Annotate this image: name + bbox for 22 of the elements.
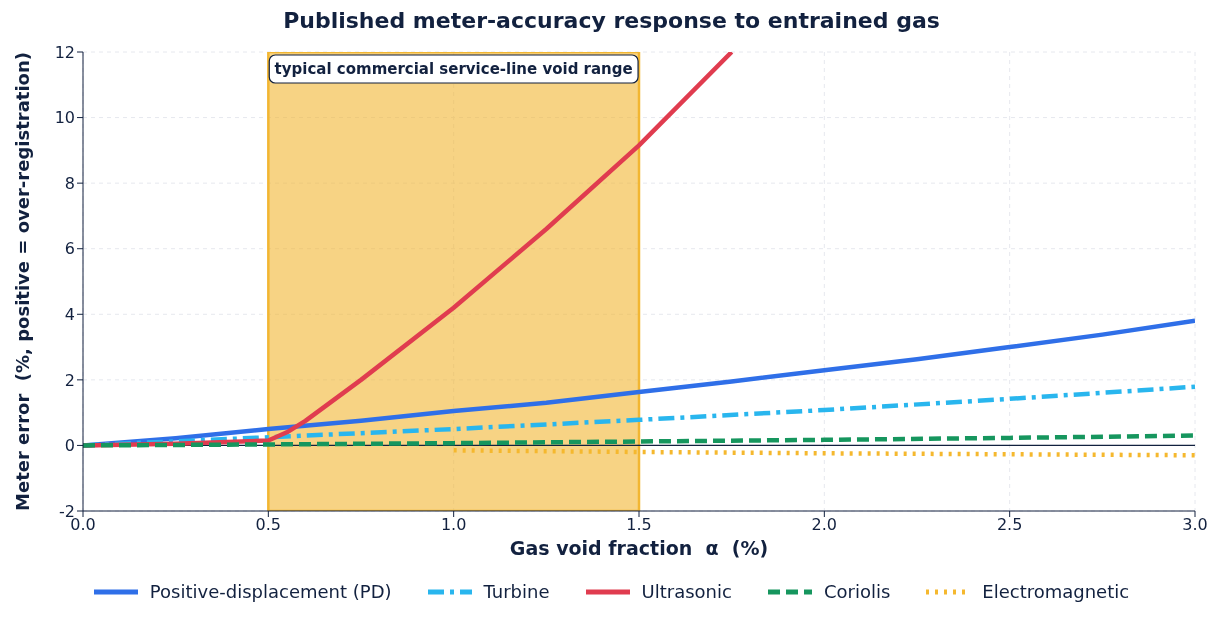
y-tick-label: 8 <box>64 173 75 193</box>
legend-label: Turbine <box>483 581 550 602</box>
x-tick-label: 3.0 <box>1182 515 1208 535</box>
x-tick-label: 0.5 <box>255 515 282 535</box>
x-tick-label: 2.0 <box>811 515 838 535</box>
y-tick-label: 10 <box>54 108 75 128</box>
legend-label: Coriolis <box>823 581 891 602</box>
legend-label: Ultrasonic <box>641 581 732 602</box>
y-tick-label: 6 <box>64 239 75 259</box>
legend-label: Electromagnetic <box>982 581 1130 602</box>
y-axis-title: Meter error (%, positive = over-registration) <box>11 52 33 511</box>
x-axis-title: Gas void fraction α (%) <box>509 537 769 559</box>
y-tick-label: 0 <box>64 436 75 456</box>
chart-title: Published meter-accuracy response to entrained gas <box>282 8 941 35</box>
x-tick-label: 1.5 <box>626 515 652 535</box>
y-tick-label: 2 <box>64 370 75 390</box>
y-tick-label: 12 <box>54 42 75 62</box>
x-tick-label: 2.5 <box>996 515 1023 535</box>
y-tick-label: 4 <box>64 304 75 324</box>
x-tick-label: 1.0 <box>440 515 467 535</box>
band-label: typical commercial service-line void range <box>274 60 633 78</box>
legend-label: Positive-displacement (PD) <box>149 581 392 602</box>
